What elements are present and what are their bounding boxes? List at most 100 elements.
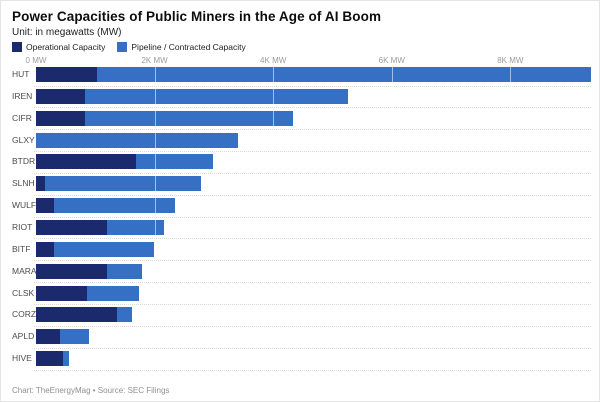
row-separator <box>34 129 591 131</box>
bar-operational-segment <box>36 198 54 214</box>
bar-pipeline-segment <box>107 219 165 235</box>
row-separator <box>34 369 591 371</box>
chart-footer: Chart: TheEnergyMag • Source: SEC Filing… <box>12 386 170 395</box>
bar-pipeline-segment <box>84 110 294 126</box>
bar-track <box>36 307 591 323</box>
row-label: APLD <box>12 331 35 342</box>
bar-operational-segment <box>36 329 61 345</box>
bar-pipeline-segment <box>60 329 90 345</box>
table-row: GLXY <box>1 132 599 148</box>
table-row: WULF <box>1 198 599 214</box>
bar-operational-segment <box>36 88 85 104</box>
legend-item: Operational Capacity <box>12 42 105 52</box>
bar-track <box>36 198 591 214</box>
bar-track <box>36 154 591 170</box>
row-label: MARA <box>12 265 37 276</box>
bar-track <box>36 176 591 192</box>
bar-track <box>36 241 591 257</box>
vertical-gridline <box>391 67 393 367</box>
row-label: CLSK <box>12 287 35 298</box>
row-separator <box>34 325 591 327</box>
bar-track <box>36 285 591 301</box>
bar-operational-segment <box>36 219 108 235</box>
row-separator <box>34 172 591 174</box>
row-separator <box>34 151 591 153</box>
bar-operational-segment <box>36 67 98 82</box>
row-label: IREN <box>12 90 33 101</box>
vertical-gridline <box>510 67 512 367</box>
row-label: CIFR <box>12 112 32 123</box>
bar-track <box>36 110 591 126</box>
bar-track <box>36 329 591 345</box>
legend-item: Pipeline / Contracted Capacity <box>117 42 246 52</box>
table-row: BITF <box>1 241 599 257</box>
chart-title: Power Capacities of Public Miners in the… <box>12 9 382 24</box>
row-label: WULF <box>12 200 37 211</box>
bar-operational-segment <box>36 176 46 192</box>
bar-operational-segment <box>36 154 136 170</box>
table-row: RIOT <box>1 219 599 235</box>
bar-operational-segment <box>36 351 64 367</box>
legend-swatch-icon <box>117 42 128 52</box>
table-row: CORZ <box>1 307 599 323</box>
bar-pipeline-segment <box>53 198 175 214</box>
x-axis-tick: 4K MW <box>260 56 287 65</box>
x-axis-tick: 0 MW <box>25 56 47 65</box>
vertical-gridline <box>273 67 275 367</box>
row-separator <box>34 347 591 349</box>
row-separator <box>34 107 591 109</box>
bar-track <box>36 67 591 82</box>
table-row: HIVE <box>1 351 599 367</box>
row-label: SLNH <box>12 178 35 189</box>
bar-pipeline-segment <box>135 154 214 170</box>
bar-pipeline-segment <box>45 176 201 192</box>
bar-pipeline-segment <box>36 132 238 148</box>
row-separator <box>34 238 591 240</box>
row-separator <box>34 282 591 284</box>
x-axis-tick: 6K MW <box>378 56 405 65</box>
row-label: HIVE <box>12 353 32 364</box>
table-row: HUT <box>1 67 599 82</box>
vertical-gridline <box>154 67 156 367</box>
table-row: MARA <box>1 263 599 279</box>
x-axis-tick: 8K MW <box>497 56 524 65</box>
row-separator <box>34 194 591 196</box>
row-label: BITF <box>12 243 31 254</box>
bar-operational-segment <box>36 263 108 279</box>
bar-pipeline-segment <box>117 307 133 323</box>
legend-label: Pipeline / Contracted Capacity <box>131 42 246 52</box>
row-label: BTDR <box>12 156 36 167</box>
bar-operational-segment <box>36 285 87 301</box>
chart-subtitle: Unit: in megawatts (MW) <box>12 27 122 38</box>
table-row: SLNH <box>1 176 599 192</box>
table-row: IREN <box>1 88 599 104</box>
bar-pipeline-segment <box>86 285 139 301</box>
bar-operational-segment <box>36 307 118 323</box>
bar-pipeline-segment <box>63 351 70 367</box>
row-separator <box>34 85 591 87</box>
bar-pipeline-segment <box>53 241 154 257</box>
table-row: CIFR <box>1 110 599 126</box>
bar-operational-segment <box>36 241 54 257</box>
table-row: CLSK <box>1 285 599 301</box>
legend: Operational Capacity Pipeline / Contracte… <box>12 42 246 52</box>
legend-swatch-icon <box>12 42 22 52</box>
bar-track <box>36 351 591 367</box>
bar-pipeline-segment <box>97 67 591 82</box>
table-row: APLD <box>1 329 599 345</box>
row-separator <box>34 216 591 218</box>
x-axis-tick: 2K MW <box>141 56 168 65</box>
bar-track <box>36 219 591 235</box>
row-label: GLXY <box>12 134 35 145</box>
row-label: CORZ <box>12 309 37 320</box>
bar-track <box>36 88 591 104</box>
row-separator <box>34 304 591 305</box>
bar-operational-segment <box>36 110 85 126</box>
row-separator <box>34 260 591 262</box>
bar-track <box>36 263 591 279</box>
bar-track <box>36 132 591 148</box>
row-label: RIOT <box>12 221 33 232</box>
row-label: HUT <box>12 69 30 79</box>
legend-label: Operational Capacity <box>26 42 106 52</box>
